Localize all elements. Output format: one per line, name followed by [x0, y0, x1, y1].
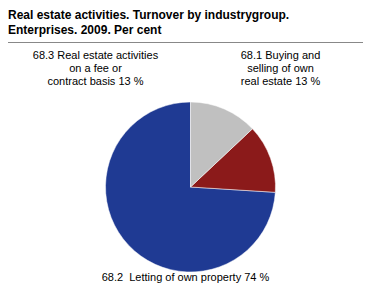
- html-text:Enterprises. 2009. Per cent: Enterprises. 2009. Per cent: [8, 23, 162, 37]
- svg-text:68.2 Letting of own property: 68.2 Letting of own property 74 %: [102, 271, 270, 283]
- svg-text:68.1 Buying andselling of ownr: 68.1 Buying andselling of ownreal estate…: [241, 49, 321, 87]
- html-text:Real estate activities. Turnov: Real estate activities. Turnover by indu…: [8, 8, 290, 22]
- svg-text:68.3 Real estate activitieson: 68.3 Real estate activitieson a fee orco…: [33, 49, 159, 87]
